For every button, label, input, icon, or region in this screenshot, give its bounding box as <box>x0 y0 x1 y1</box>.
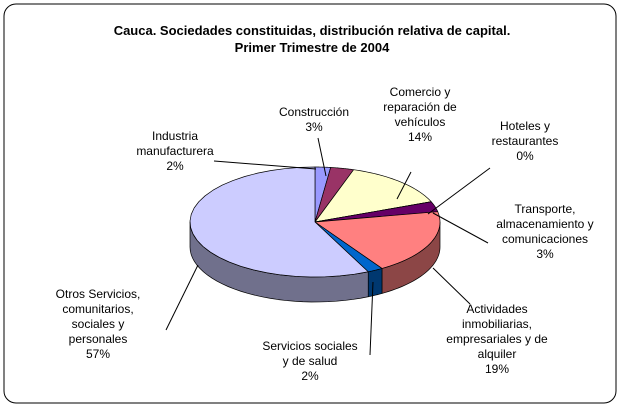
value-label: 2% <box>166 159 184 173</box>
leader-line <box>396 171 412 200</box>
chart-title: Cauca. Sociedades constituidas, distribu… <box>114 23 511 38</box>
leader-line <box>427 167 491 215</box>
value-label: 14% <box>408 130 432 144</box>
leader-line <box>432 267 471 305</box>
pie-slice-side <box>367 268 383 298</box>
value-label: 3% <box>536 247 554 261</box>
value-label: 2% <box>301 369 319 383</box>
category-label: Comercio y reparación de vehículos <box>383 85 457 129</box>
category-label: Transporte, almacenamiento y comunicacione… <box>496 202 593 246</box>
leader-line <box>317 137 327 177</box>
value-label: 3% <box>305 120 323 134</box>
pie-slice <box>189 166 369 278</box>
pie-slice <box>314 221 383 273</box>
value-label: 57% <box>86 347 110 361</box>
leader-line <box>213 160 317 170</box>
leader-line <box>165 264 199 331</box>
category-label: Servicios sociales y de salud <box>262 339 357 368</box>
pie-slice <box>314 169 432 223</box>
leader-line <box>369 281 374 356</box>
category-label: Construcción <box>279 105 349 119</box>
category-label: Hoteles y restaurantes <box>492 119 559 148</box>
pie-slice <box>314 201 439 223</box>
value-label: 19% <box>485 362 509 376</box>
category-label: Industria manufacturera <box>136 129 214 158</box>
category-label: Actividades inmobiliarias, empresariales y… <box>446 302 548 361</box>
value-label: 0% <box>516 149 534 163</box>
pie-slice <box>314 211 441 269</box>
chart-subtitle: Primer Trimestre de 2004 <box>235 40 390 55</box>
leader-line <box>432 212 489 244</box>
